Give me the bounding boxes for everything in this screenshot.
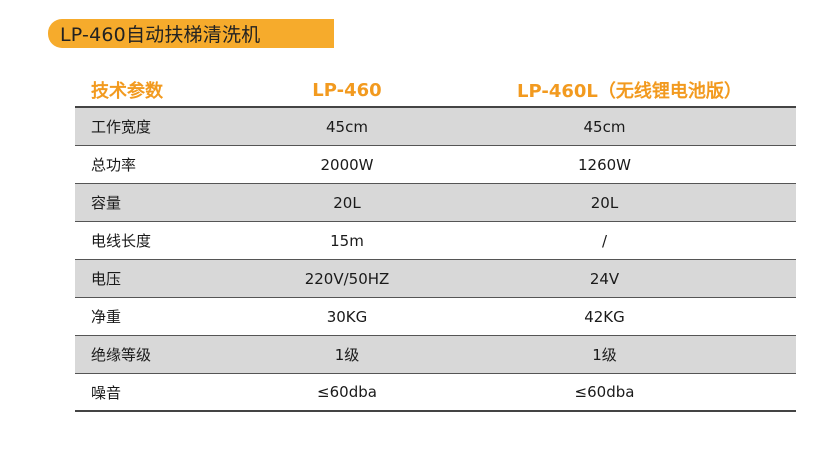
row-label: 噪音 bbox=[91, 383, 122, 402]
header-parameter: 技术参数 bbox=[91, 81, 163, 102]
row-value-lp460l: / bbox=[601, 231, 608, 250]
row-value-lp460l: 1级 bbox=[592, 346, 617, 364]
table-row: 绝缘等级 1级 1级 bbox=[75, 336, 796, 374]
header-lp460l: LP-460L（无线锂电池版） bbox=[517, 81, 742, 102]
row-value-lp460l: 1260W bbox=[577, 155, 631, 174]
row-label: 电压 bbox=[91, 270, 122, 288]
table-row: 电线长度 15m / bbox=[75, 222, 796, 260]
table-row: 净重 30KG 42KG bbox=[75, 298, 796, 336]
table-row: 噪音 ≤60dba ≤60dba bbox=[75, 374, 796, 412]
row-value-lp460: 45cm bbox=[326, 117, 368, 136]
row-value-lp460l: 45cm bbox=[583, 117, 626, 136]
table-header-row: 技术参数 LP-460 LP-460L（无线锂电池版） bbox=[75, 74, 796, 108]
row-label: 绝缘等级 bbox=[91, 346, 152, 364]
row-label: 净重 bbox=[91, 308, 122, 326]
row-value-lp460: 1级 bbox=[334, 346, 360, 364]
row-value-lp460: 20L bbox=[333, 193, 361, 212]
table-row: 电压 220V/50HZ 24V bbox=[75, 260, 796, 298]
table-row: 总功率 2000W 1260W bbox=[75, 146, 796, 184]
table-row: 容量 20L 20L bbox=[75, 184, 796, 222]
row-label: 总功率 bbox=[91, 156, 137, 174]
row-value-lp460: 220V/50HZ bbox=[304, 269, 390, 288]
header-lp460: LP-460 bbox=[312, 79, 382, 101]
row-label: 电线长度 bbox=[91, 232, 152, 250]
row-value-lp460: 2000W bbox=[320, 155, 374, 174]
row-value-lp460: 30KG bbox=[326, 307, 368, 326]
row-value-lp460: ≤60dba bbox=[317, 383, 377, 401]
row-label: 工作宽度 bbox=[91, 118, 152, 136]
row-value-lp460l: 20L bbox=[590, 193, 619, 212]
table-row: 工作宽度 45cm 45cm bbox=[75, 108, 796, 146]
row-label: 容量 bbox=[91, 194, 122, 212]
row-value-lp460: 15m bbox=[330, 231, 364, 250]
row-value-lp460l: 42KG bbox=[584, 307, 625, 326]
title-banner: LP-460自动扶梯清洗机 bbox=[48, 19, 334, 48]
page-title: LP-460自动扶梯清洗机 bbox=[60, 24, 261, 46]
row-value-lp460l: 24V bbox=[589, 269, 620, 288]
spec-table: 技术参数 LP-460 LP-460L（无线锂电池版） 工作宽度 45cm 45… bbox=[75, 74, 796, 412]
row-value-lp460l: ≤60dba bbox=[574, 383, 635, 401]
